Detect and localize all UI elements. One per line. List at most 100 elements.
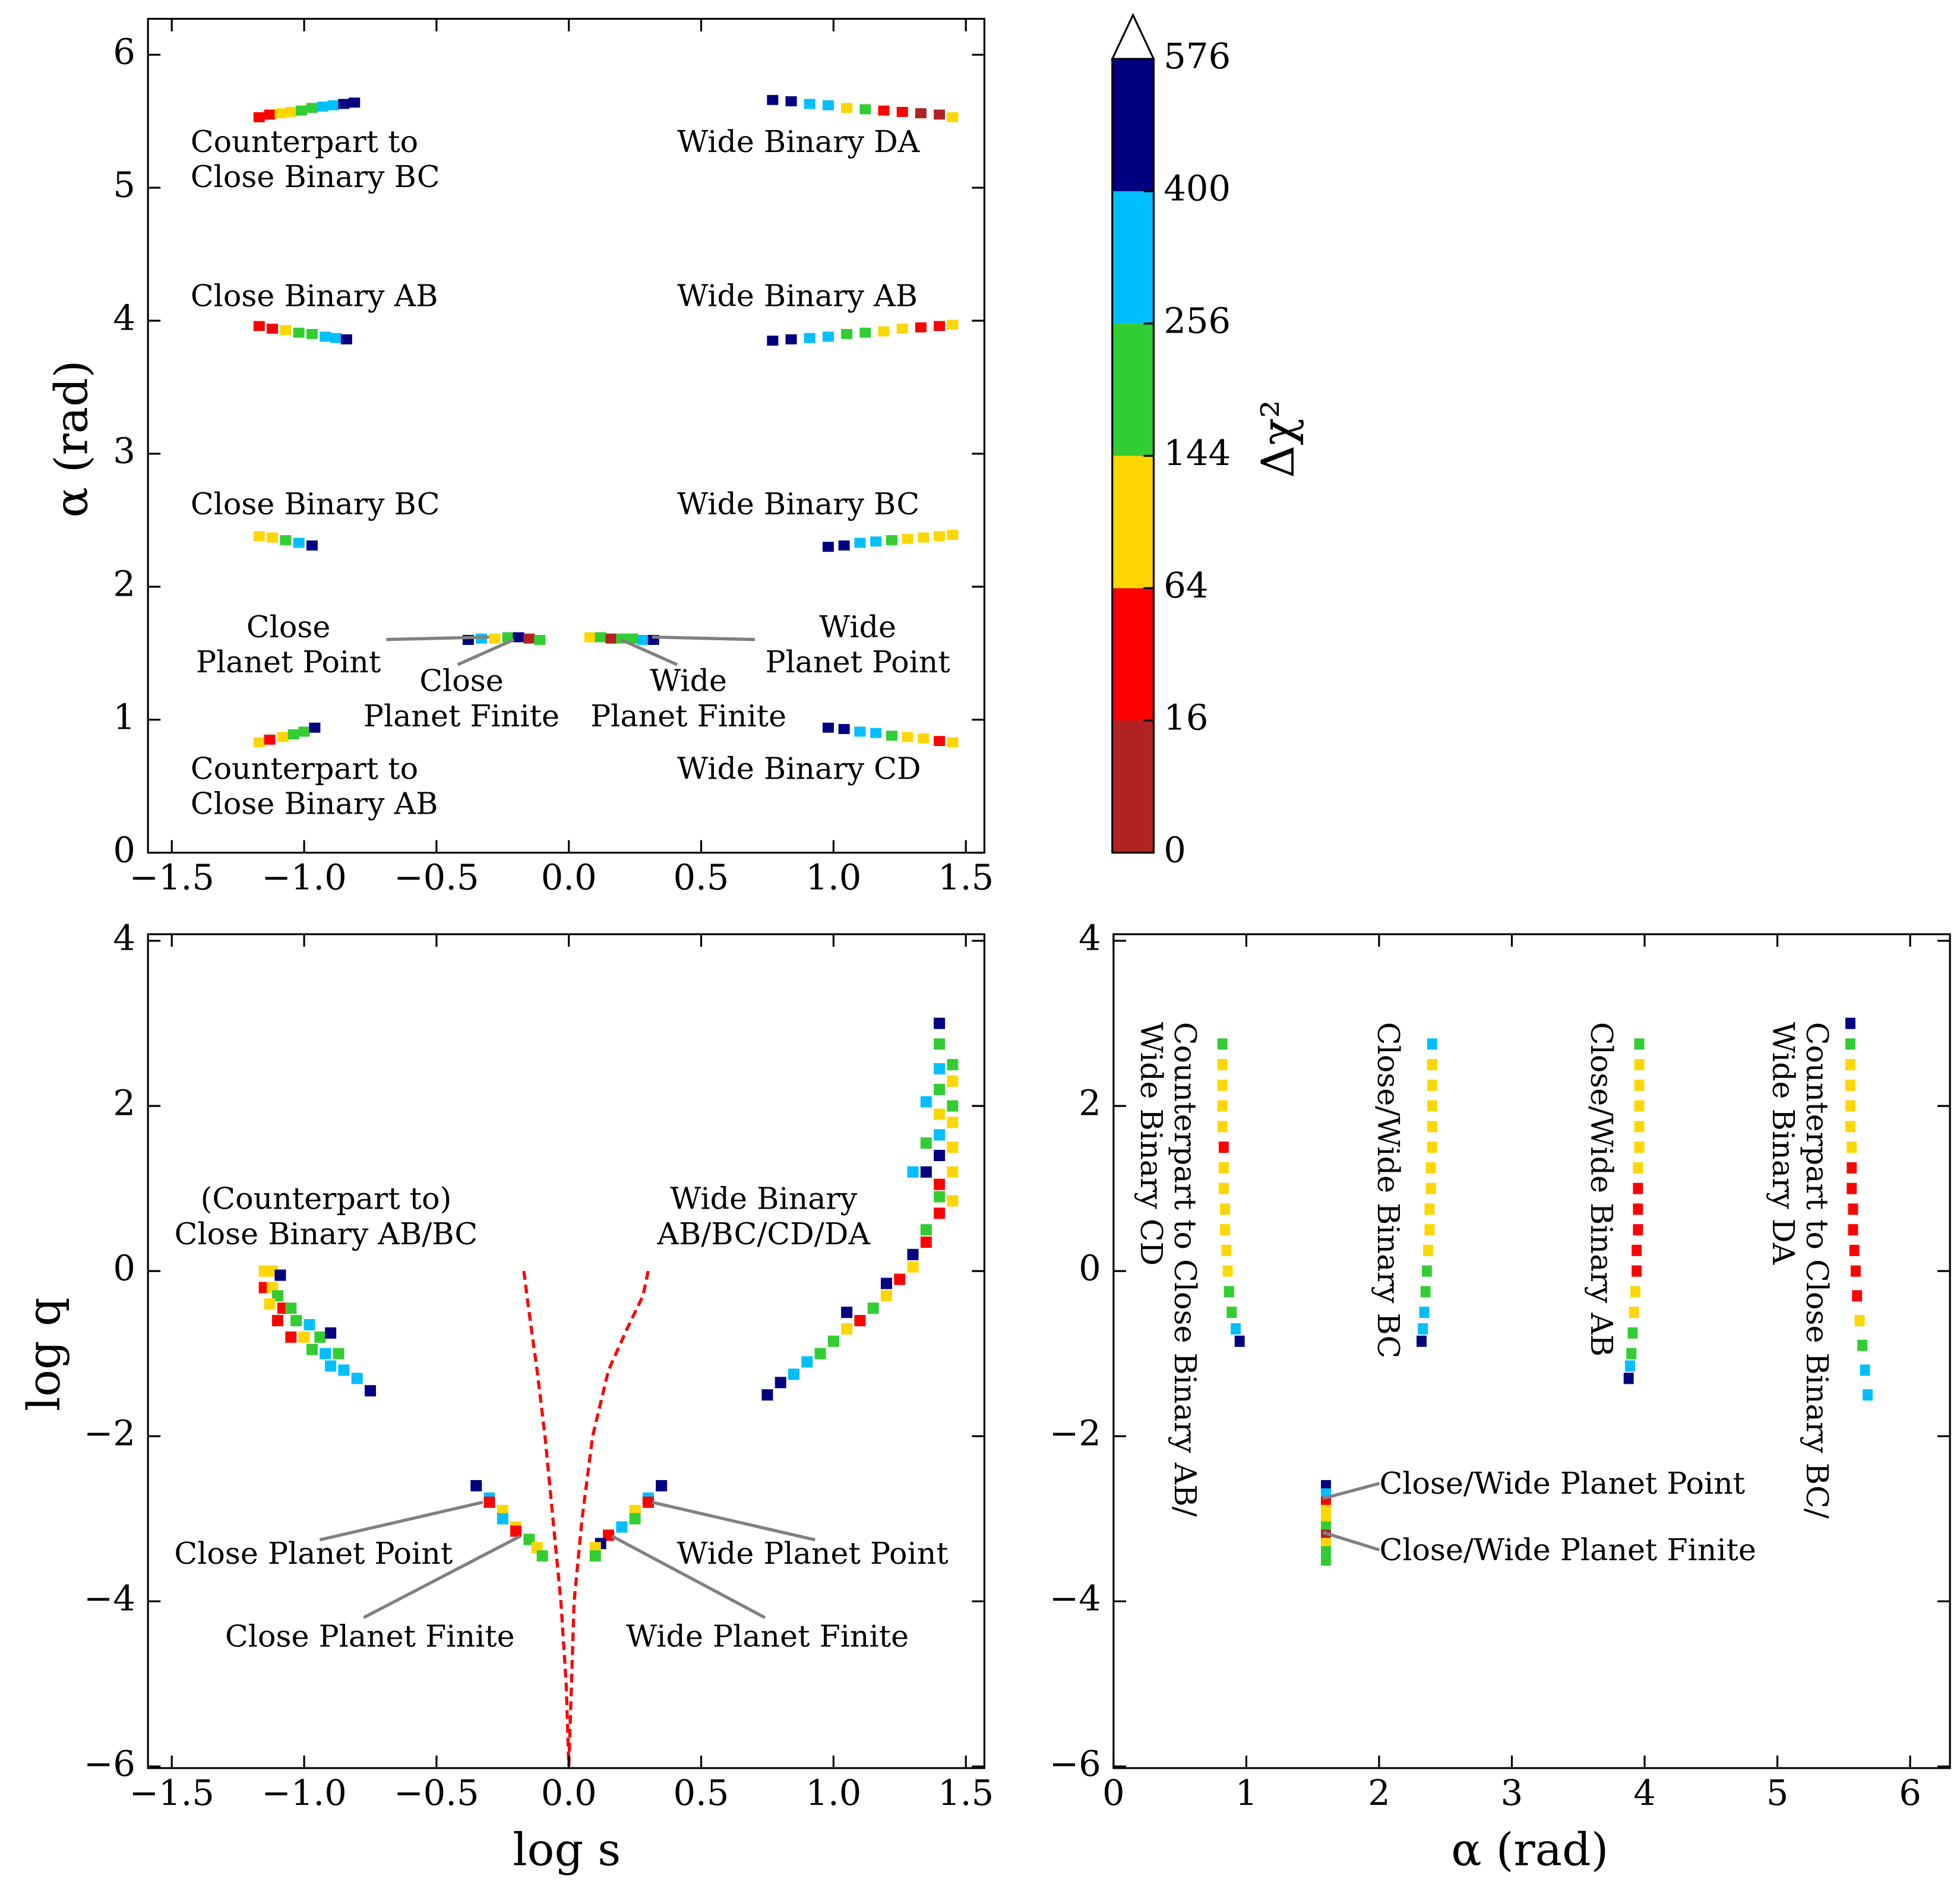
y-tick-label: 5 [113, 165, 135, 205]
annotation: Close Binary AB [191, 786, 438, 821]
point [1217, 1079, 1228, 1091]
point [285, 107, 297, 117]
point [340, 334, 352, 344]
point [309, 722, 321, 733]
point [896, 324, 908, 334]
leader-line [457, 638, 515, 666]
point [947, 1117, 959, 1128]
point [1217, 1100, 1228, 1112]
point [947, 1059, 959, 1071]
point [827, 1335, 839, 1347]
point [1217, 1038, 1228, 1050]
point [1634, 1059, 1645, 1071]
annotation: Close [419, 663, 503, 698]
leader-line [652, 1500, 815, 1542]
point [497, 1513, 508, 1525]
annotation: Close Planet Point [174, 1536, 453, 1571]
point [1417, 1335, 1427, 1347]
point [1626, 1348, 1637, 1359]
point [934, 1178, 946, 1190]
point [1847, 1162, 1857, 1174]
colorbar-tick-label: 64 [1164, 565, 1208, 606]
annotation: Wide Planet Finite [626, 1619, 909, 1654]
leader-line [363, 1535, 521, 1619]
x-tick-label: −1.0 [261, 857, 347, 898]
point [1424, 1224, 1435, 1236]
point [589, 1550, 601, 1562]
y-tick-label: 4 [113, 918, 135, 959]
point [595, 632, 606, 643]
point [947, 1166, 959, 1178]
annotation: Close Binary BC [191, 159, 440, 194]
point [934, 321, 946, 331]
point [867, 1302, 879, 1314]
axes-frame [147, 18, 985, 854]
point [934, 1150, 946, 1162]
point [290, 1315, 302, 1327]
point [1845, 1017, 1855, 1029]
y-tick-label: 0 [113, 1248, 135, 1289]
point [886, 535, 897, 545]
point [523, 633, 535, 644]
point [859, 104, 871, 115]
x-tick-label: 1.0 [805, 857, 861, 898]
point [1845, 1038, 1855, 1050]
colorbar-tick-label: 256 [1164, 300, 1231, 341]
point [317, 102, 328, 112]
point [327, 100, 339, 110]
point [841, 103, 853, 113]
annotation: Close/Wide Binary BC [1371, 1022, 1406, 1358]
colorbar-tick-label: 576 [1164, 36, 1231, 77]
point [947, 320, 959, 330]
point [364, 1385, 376, 1397]
point [637, 634, 649, 645]
point [1633, 1224, 1643, 1236]
point [767, 336, 779, 346]
annotation: Close [246, 609, 330, 644]
point [934, 1083, 946, 1095]
point [785, 334, 797, 344]
point [918, 532, 930, 543]
annotation: Planet Point [196, 644, 381, 679]
annotation: Wide Planet Point [677, 1536, 949, 1571]
x-tick-label: 0 [1102, 1772, 1125, 1813]
leader-line [652, 635, 755, 641]
y-tick-label: 4 [113, 298, 135, 339]
point [1220, 1203, 1231, 1215]
point [264, 734, 276, 745]
point [1321, 1554, 1331, 1566]
annotation: Close Binary AB/BC [175, 1216, 478, 1251]
point [1634, 1038, 1645, 1050]
point [1863, 1389, 1873, 1401]
colorbar-band [1112, 191, 1154, 324]
point [920, 1096, 932, 1108]
point [1633, 1162, 1643, 1174]
colorbar-band [1112, 323, 1154, 456]
annotation: Wide Binary [670, 1181, 857, 1216]
x-tick-label: −1.5 [129, 1772, 214, 1813]
annotation: Wide Binary BC [677, 486, 919, 521]
colorbar-band [1112, 720, 1154, 853]
point [1423, 1244, 1434, 1256]
y-tick-label: 2 [113, 1083, 135, 1124]
point [274, 108, 286, 119]
point [616, 1521, 628, 1533]
annotation: Planet Point [766, 644, 950, 679]
x-tick-label: 0.5 [674, 857, 729, 898]
point [267, 324, 279, 334]
point [1848, 1224, 1858, 1236]
colorbar-band [1112, 588, 1154, 720]
point [272, 1315, 284, 1327]
y-axis-label: log q [17, 1297, 70, 1411]
point [264, 109, 276, 120]
point [934, 109, 946, 120]
y-tick-label: −6 [1049, 1743, 1101, 1784]
point [1425, 1182, 1436, 1194]
point [1845, 1079, 1855, 1091]
point [642, 1496, 654, 1508]
annotation: Wide [819, 609, 896, 644]
annotation: (Counterpart to) [201, 1181, 452, 1216]
point [814, 1348, 826, 1359]
point [1624, 1360, 1635, 1372]
